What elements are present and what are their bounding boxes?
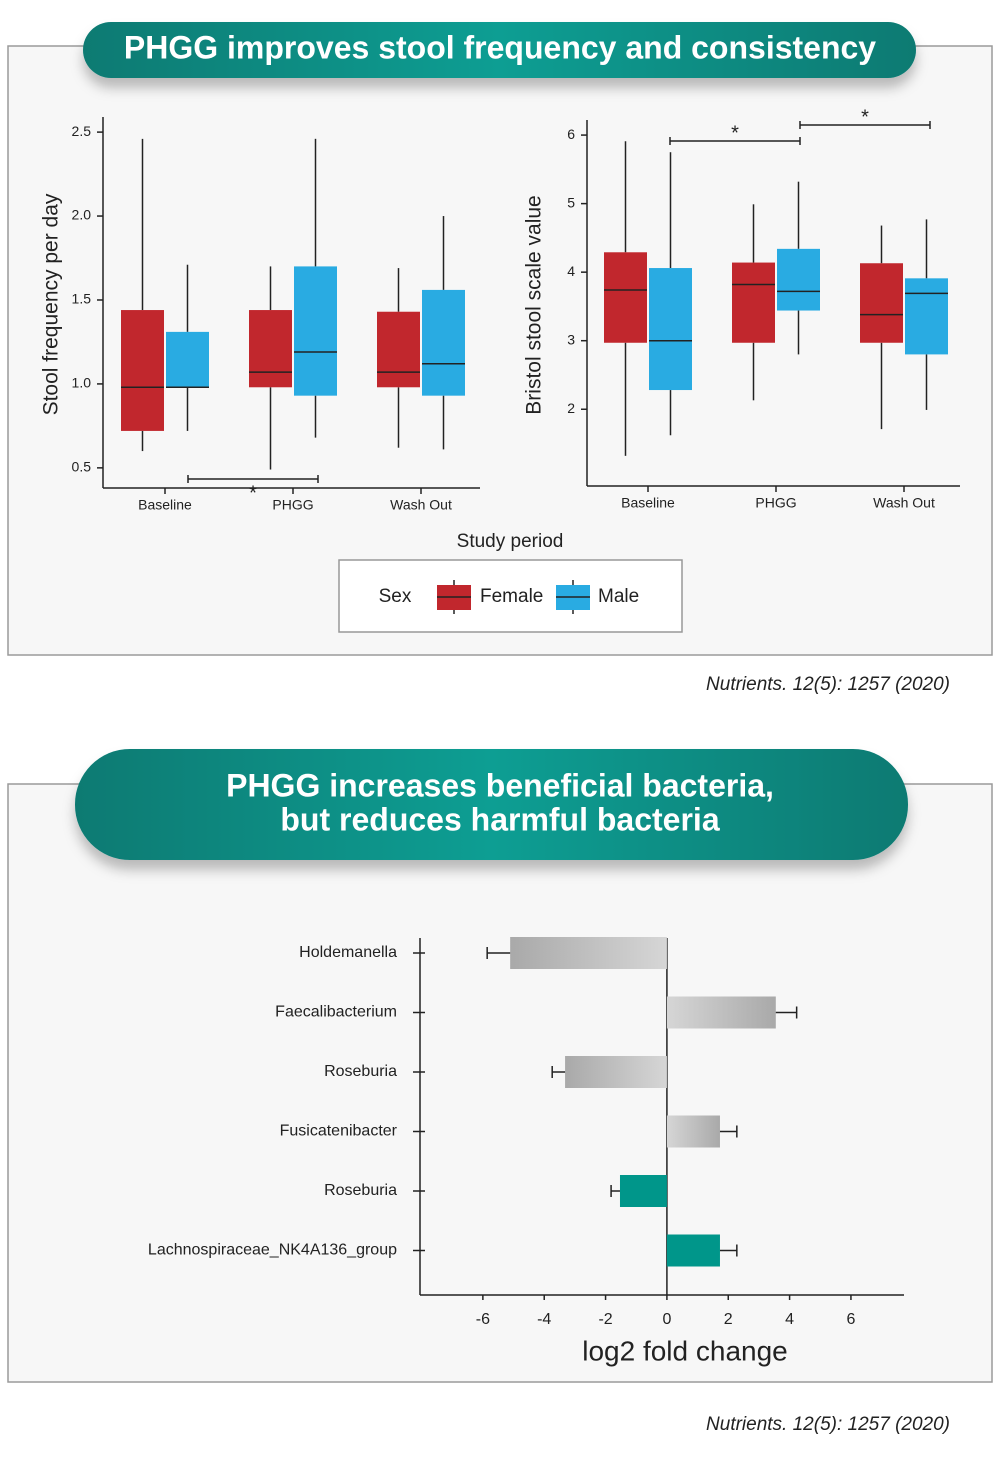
y-tick-label: 6	[567, 126, 575, 142]
title-pill	[75, 749, 908, 860]
legend-label: Male	[598, 586, 639, 607]
x-tick-label: Baseline	[621, 495, 675, 511]
box	[732, 262, 775, 343]
box	[649, 268, 692, 391]
x-tick-label: Baseline	[138, 497, 192, 513]
box	[166, 331, 209, 388]
y-tick-label: Roseburia	[324, 1063, 397, 1080]
box	[294, 266, 337, 396]
x-tick-label: 4	[785, 1311, 794, 1328]
bar	[619, 1175, 667, 1207]
y-tick-label: 2.5	[72, 123, 92, 139]
y-tick-label: Holdemanella	[299, 944, 397, 961]
x-tick-label: 2	[724, 1311, 733, 1328]
bar	[666, 996, 776, 1029]
significance-mark: *	[731, 122, 739, 144]
significance-mark: *	[249, 482, 257, 504]
x-tick-label: -6	[476, 1311, 490, 1328]
y-tick-label: Roseburia	[324, 1182, 397, 1199]
y-tick-label: Faecalibacterium	[275, 1004, 397, 1021]
bar	[666, 1115, 720, 1148]
box	[249, 310, 292, 388]
y-tick-label: 4	[567, 263, 575, 279]
y-tick-label: 1.5	[72, 291, 92, 307]
significance-mark: *	[861, 106, 869, 128]
y-tick-label: Lachnospiraceae_NK4A136_group	[148, 1242, 397, 1259]
legend-label: Female	[480, 586, 543, 607]
legend-frame	[338, 559, 683, 633]
x-tick-label: PHGG	[755, 495, 796, 511]
x-tick-label: PHGG	[272, 497, 313, 513]
box	[905, 278, 948, 355]
box	[377, 311, 420, 388]
content: PHGG improves stool frequency and consis…	[40, 29, 960, 1435]
panel-title: but reduces harmful bacteria	[280, 801, 719, 837]
x-tick-label: 0	[662, 1311, 671, 1328]
x-tick-label: Wash Out	[390, 497, 452, 513]
panel-title: PHGG increases beneficial bacteria,	[226, 767, 774, 803]
box	[422, 289, 465, 396]
y-tick-label: 2	[567, 400, 575, 416]
y-tick-label: 0.5	[72, 459, 92, 475]
x-tick-label: Wash Out	[873, 495, 935, 511]
x-axis-title: log2 fold change	[582, 1335, 788, 1366]
bar	[666, 1234, 720, 1267]
x-axis-title: Study period	[457, 531, 564, 552]
x-tick-label: -4	[537, 1311, 551, 1328]
bar	[510, 937, 667, 969]
y-tick-label: 3	[567, 331, 575, 347]
y-tick-label: Fusicatenibacter	[280, 1123, 398, 1140]
x-tick-label: -2	[598, 1311, 612, 1328]
legend-title: Sex	[379, 586, 412, 607]
y-tick-label: 2.0	[72, 207, 92, 223]
box	[604, 252, 647, 343]
bar	[565, 1056, 667, 1088]
y-axis-title: Bristol stool scale value	[523, 195, 546, 414]
source-citation: Nutrients. 12(5): 1257 (2020)	[706, 674, 950, 695]
panel-frame	[7, 783, 993, 1383]
y-tick-label: 1.0	[72, 375, 92, 391]
title-pill	[83, 22, 916, 78]
x-tick-label: 6	[846, 1311, 855, 1328]
box	[860, 263, 903, 343]
source-citation: Nutrients. 12(5): 1257 (2020)	[706, 1414, 950, 1435]
y-axis-title: Stool frequency per day	[40, 193, 63, 415]
box	[777, 248, 820, 311]
y-tick-label: 5	[567, 194, 575, 210]
box	[121, 310, 164, 431]
panel-title: PHGG improves stool frequency and consis…	[124, 29, 876, 65]
